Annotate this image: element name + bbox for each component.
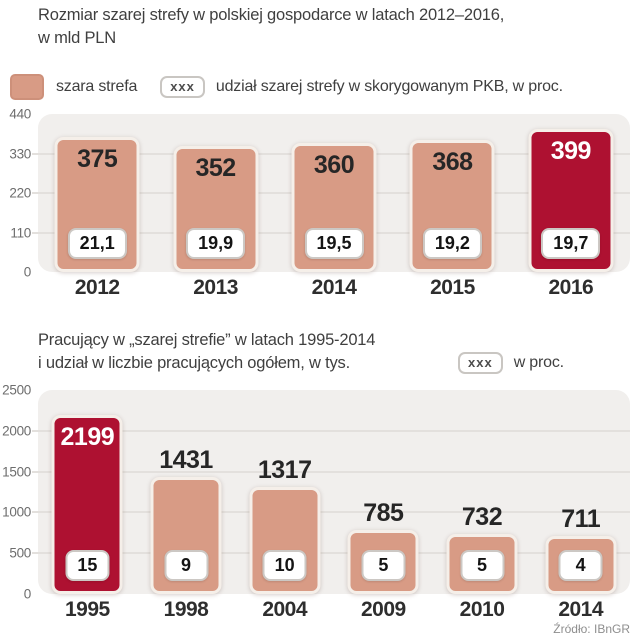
- bar-slot: 1317 10: [235, 390, 334, 594]
- bar-2015: 368 19,2: [409, 139, 495, 272]
- x-axis-label: 1998: [163, 598, 209, 621]
- y-tick-label: 2500: [2, 382, 31, 398]
- x-axis-label: 2009: [360, 598, 406, 621]
- y-tick-label: 220: [9, 185, 31, 201]
- pct-badge: 10: [262, 550, 307, 581]
- x-axis-label: 2014: [558, 598, 604, 621]
- plot-area: 2199 15 1431 9 1317 10 785 5 732 5 711 4: [32, 390, 630, 594]
- gridline: [32, 470, 630, 473]
- bar-value-label: 711: [561, 504, 601, 533]
- x-axis-label: 1995: [64, 598, 110, 621]
- chart-title-line-2: i udział w liczbie pracujących ogółem, w…: [38, 354, 350, 372]
- x-axis: 2012 2013 2014 2015 2016: [38, 276, 630, 302]
- bar-1995: 2199 15: [51, 414, 123, 594]
- bar-2014: 360 19,5: [291, 142, 377, 272]
- y-axis: 0 110 220 330 440: [0, 107, 34, 280]
- pct-badge: 19,5: [304, 228, 364, 259]
- bar-2010: 5: [446, 534, 518, 594]
- plot-wrap: 0 500 1000 1500 2000 2500 2199 15 1431 9 1317 10 78…: [0, 383, 639, 602]
- x-axis-label: 2013: [193, 276, 238, 299]
- plot-wrap: 0 110 220 330 440 375 21,1 352 19,9 360 19,5 368 19…: [0, 107, 639, 280]
- x-axis-label: 2010: [459, 598, 505, 621]
- bar-value-label: 360: [313, 150, 355, 179]
- bar-value-label: 1431: [159, 446, 213, 475]
- bar-slot: 711 4: [531, 390, 630, 594]
- x-axis-label: 2015: [430, 276, 475, 299]
- chart-title: Pracujący w „szarej strefie” w latach 19…: [38, 329, 468, 375]
- y-tick-label: 1500: [2, 464, 31, 480]
- bar-slot: 785 5: [334, 390, 433, 594]
- y-tick-label: 500: [9, 545, 31, 561]
- bars-container: 2199 15 1431 9 1317 10 785 5 732 5 711 4: [38, 390, 630, 594]
- pct-badge: 21,1: [67, 228, 127, 259]
- pct-badge: 4: [558, 550, 603, 581]
- y-tick-label: 0: [23, 586, 32, 602]
- pct-badge: 5: [361, 550, 406, 581]
- bar-slot: 368 19,2: [393, 114, 511, 272]
- bar-slot: 375 21,1: [38, 114, 156, 272]
- pct-badge: 19,2: [422, 228, 482, 259]
- bar-2013: 352 19,9: [173, 145, 259, 272]
- x-axis: 1995 1998 2004 2009 2010 2014: [38, 598, 630, 624]
- bar-1998: 9: [150, 477, 222, 594]
- x-axis-label: 2014: [311, 276, 357, 299]
- source-credit: Źródło: IBnGR: [553, 622, 630, 636]
- plot-area: 375 21,1 352 19,9 360 19,5 368 19,2 399 19,7: [32, 114, 630, 272]
- bar-2012: 375 21,1: [54, 137, 140, 272]
- bar-value-label: 785: [363, 498, 404, 527]
- bar-value-label: 368: [432, 147, 473, 176]
- x-axis-label: 2012: [74, 276, 120, 299]
- pct-badge: 9: [164, 550, 208, 581]
- gridline: [32, 552, 630, 555]
- bar-slot: 360 19,5: [275, 114, 393, 272]
- bar-value-label: 399: [550, 136, 592, 165]
- chart-title: Rozmiar szarej strefy w polskiej gospoda…: [38, 4, 618, 50]
- bar-2004: 10: [249, 486, 321, 594]
- bar-slot: 1431 9: [137, 390, 236, 594]
- legend-label-szara-strefa: szara strefa: [56, 78, 138, 95]
- y-tick-label: 440: [9, 106, 31, 122]
- gridline: [32, 429, 630, 432]
- bar-2016: 399 19,7: [528, 128, 614, 272]
- bar-2009: 5: [347, 529, 419, 594]
- chart-title-line-1: Pracujący w „szarej strefie” w latach 19…: [38, 331, 376, 349]
- legend-label-w-proc: w proc.: [513, 354, 564, 371]
- pct-badge: 5: [460, 550, 505, 581]
- legend: szara strefa xxx udział szarej strefy w …: [10, 72, 563, 102]
- bar-slot: 732 5: [433, 390, 532, 594]
- bar-slot: 399 19,7: [512, 114, 630, 272]
- legend-xxx-badge: xxx: [458, 352, 503, 374]
- bar-value-label: 2199: [60, 422, 115, 451]
- pct-badge: 19,9: [186, 228, 246, 259]
- legend-xxx-badge: xxx: [160, 76, 205, 98]
- bar-slot: 2199 15: [38, 390, 137, 594]
- y-tick-label: 330: [9, 146, 31, 161]
- bars-container: 375 21,1 352 19,9 360 19,5 368 19,2 399 19,7: [38, 114, 630, 272]
- chart-title-line-1: Rozmiar szarej strefy w polskiej gospoda…: [38, 6, 505, 24]
- bar-value-label: 375: [77, 145, 118, 174]
- y-tick-label: 0: [23, 264, 32, 280]
- bar-2014: 4: [545, 535, 617, 594]
- gridline: [32, 511, 630, 514]
- legend: xxx w proc.: [458, 349, 564, 377]
- y-tick-label: 2000: [2, 423, 31, 439]
- legend-color-swatch-icon: [10, 74, 44, 100]
- pct-badge: 19,7: [541, 228, 601, 259]
- x-axis-label: 2016: [548, 276, 594, 299]
- chart-title-line-2: w mld PLN: [38, 29, 116, 47]
- bar-value-label: 1317: [257, 455, 312, 484]
- y-tick-label: 110: [10, 225, 31, 240]
- y-axis: 0 500 1000 1500 2000 2500: [0, 383, 34, 602]
- bar-slot: 352 19,9: [156, 114, 274, 272]
- y-tick-label: 1000: [2, 504, 31, 520]
- x-axis-label: 2004: [262, 598, 308, 621]
- bar-value-label: 352: [195, 153, 237, 182]
- pct-badge: 15: [65, 550, 110, 581]
- bar-value-label: 732: [461, 503, 503, 532]
- legend-label-udzial-pkb: udział szarej strefy w skorygowanym PKB,…: [215, 78, 563, 95]
